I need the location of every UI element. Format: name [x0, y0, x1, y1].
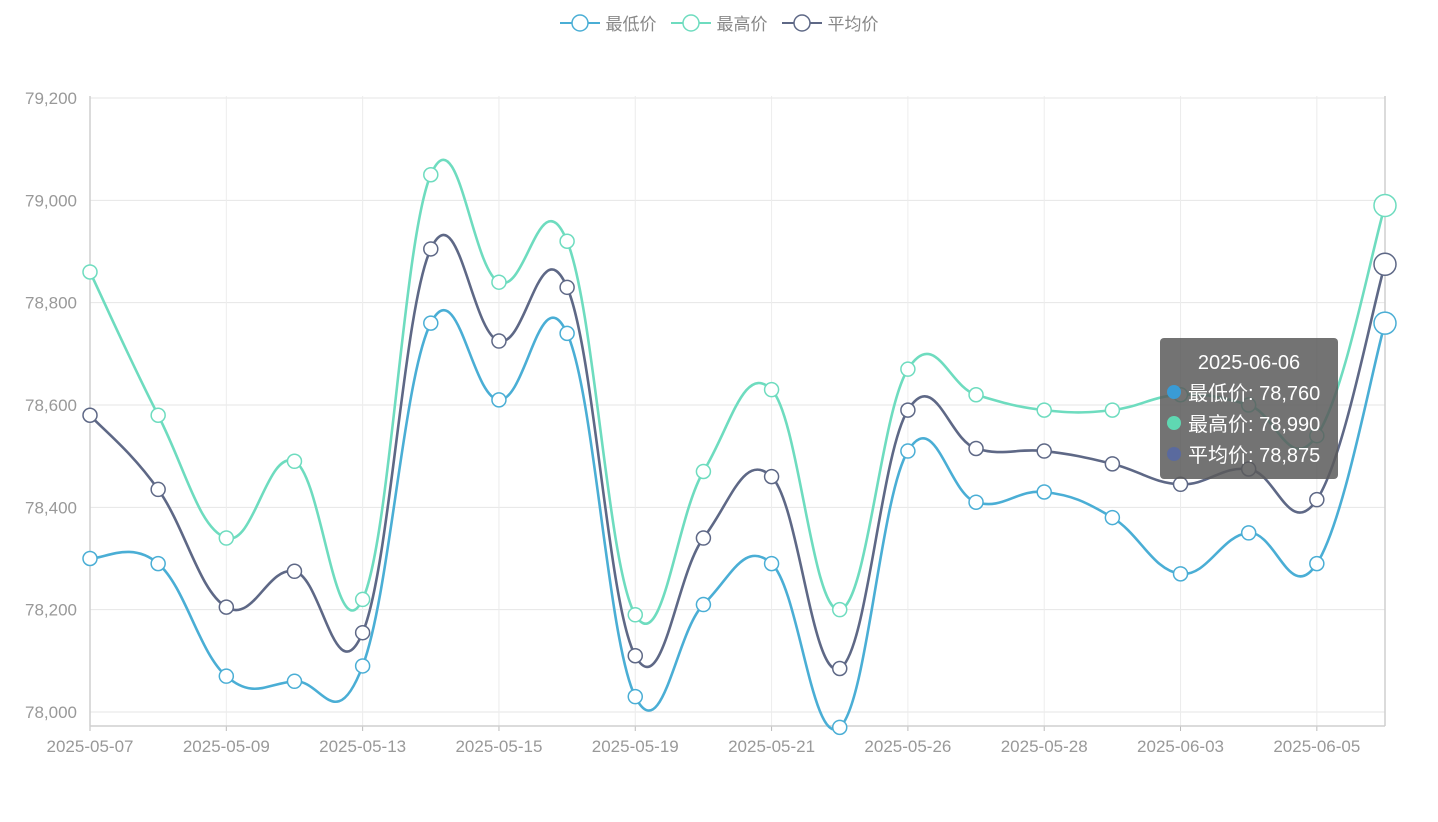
point-min	[150, 555, 166, 572]
y-tick-label: 78,200	[25, 601, 77, 620]
series-line-max	[88, 158, 1387, 625]
point-avg	[968, 440, 984, 457]
y-tick-label: 78,800	[25, 294, 77, 313]
point-avg	[900, 402, 916, 418]
point-min	[1104, 509, 1121, 526]
point-min	[831, 719, 848, 736]
legend-swatch-max-icon	[670, 13, 711, 32]
point-min	[423, 315, 439, 331]
tooltip-dot-min	[1167, 384, 1181, 399]
point-min	[286, 673, 303, 690]
tooltip-row-max: 最高价: 78,990	[1160, 407, 1338, 438]
point-min	[1309, 555, 1325, 572]
point-max	[1373, 193, 1397, 218]
y-tick-label: 79,000	[25, 191, 77, 210]
point-max	[354, 591, 371, 608]
point-avg	[831, 660, 848, 677]
x-tick-label: 2025-05-21	[728, 737, 815, 756]
tooltip-dot-max	[1167, 415, 1181, 430]
point-min	[1240, 525, 1257, 541]
x-tick-label: 2025-05-13	[319, 737, 406, 756]
point-max	[218, 530, 235, 546]
tooltip-row-avg: 平均价: 78,875	[1160, 438, 1338, 469]
point-min	[82, 550, 98, 567]
chart-legend: 最低价 最高价 平均价	[0, 10, 1438, 35]
point-avg	[286, 563, 303, 580]
point-avg	[150, 481, 166, 498]
point-max	[695, 463, 712, 480]
point-min	[1036, 484, 1052, 500]
x-tick-label: 2025-06-03	[1137, 737, 1224, 756]
series-layer	[82, 158, 1397, 736]
point-avg	[1104, 456, 1121, 472]
x-tick-label: 2025-05-19	[592, 737, 679, 756]
y-tick-label: 78,400	[25, 498, 77, 517]
point-avg	[1172, 476, 1189, 493]
point-avg	[423, 241, 439, 257]
point-max	[286, 453, 303, 470]
x-tick-label: 2025-05-09	[183, 737, 270, 756]
point-max	[1036, 402, 1052, 418]
point-min	[491, 392, 507, 408]
x-tick-label: 2025-05-15	[455, 737, 542, 756]
point-max	[968, 387, 984, 403]
point-avg	[559, 279, 575, 296]
point-avg	[82, 407, 98, 423]
point-min	[968, 494, 984, 510]
tooltip-title: 2025-06-06	[1197, 352, 1301, 374]
point-min	[218, 668, 235, 684]
legend-swatch-min-icon	[559, 13, 600, 32]
point-min	[1373, 311, 1397, 335]
point-min	[900, 443, 916, 459]
tooltip-text-max: 最高价: 78,990	[1188, 414, 1321, 436]
legend-item-avg[interactable]: 平均价	[781, 10, 879, 35]
point-max	[150, 407, 166, 423]
y-tick-label: 78,000	[25, 703, 77, 722]
point-avg	[491, 333, 507, 349]
point-min	[559, 325, 575, 342]
point-min	[763, 555, 780, 572]
tooltip-row-min: 最低价: 78,760	[1160, 376, 1338, 407]
point-avg	[1373, 252, 1397, 277]
point-max	[423, 167, 439, 183]
tooltip-dot-avg	[1167, 446, 1181, 461]
point-avg	[1309, 491, 1325, 508]
point-avg	[1036, 443, 1052, 459]
tooltip-text-avg: 平均价: 78,875	[1188, 445, 1321, 467]
y-tick-label: 78,600	[25, 396, 77, 415]
legend-item-min[interactable]: 最低价	[559, 10, 657, 35]
point-min	[695, 596, 712, 613]
point-max	[1104, 402, 1121, 418]
series-line-avg	[89, 233, 1387, 671]
point-avg	[763, 468, 780, 485]
point-max	[831, 601, 848, 618]
legend-item-max[interactable]: 最高价	[670, 10, 768, 35]
legend-label-max: 最高价	[716, 15, 768, 34]
legend-label-avg: 平均价	[827, 15, 879, 34]
point-max	[559, 233, 575, 250]
point-max	[491, 274, 507, 290]
point-avg	[354, 624, 371, 641]
point-min	[354, 658, 371, 674]
point-avg	[218, 599, 235, 615]
x-tick-label: 2025-05-28	[1001, 737, 1088, 756]
x-tick-label: 2025-05-26	[864, 737, 951, 756]
tooltip-text-min: 最低价: 78,760	[1188, 383, 1321, 405]
x-tick-label: 2025-06-05	[1273, 737, 1360, 756]
point-min	[627, 688, 644, 705]
point-max	[763, 381, 780, 398]
point-min	[1172, 566, 1189, 582]
tooltip: 2025-06-06 最低价: 78,760 最高价: 78,990 平均价: …	[1160, 338, 1338, 479]
x-tick-label: 2025-05-07	[47, 737, 134, 756]
legend-label-min: 最低价	[605, 15, 657, 34]
legend-swatch-avg-icon	[781, 13, 822, 32]
point-avg	[627, 647, 644, 664]
point-avg	[695, 530, 712, 546]
point-max	[900, 361, 916, 377]
point-max	[627, 607, 644, 623]
y-tick-label: 79,200	[25, 89, 77, 108]
point-max	[82, 264, 98, 280]
